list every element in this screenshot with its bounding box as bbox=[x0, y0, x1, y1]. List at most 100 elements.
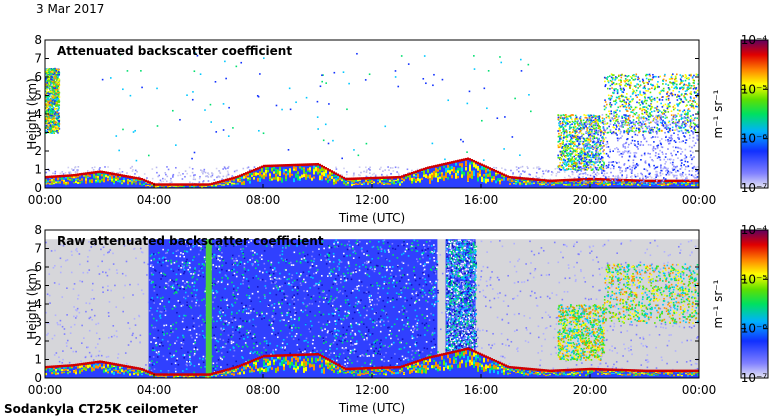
bl-top-edge bbox=[231, 177, 233, 180]
bl-top-edge bbox=[345, 177, 347, 181]
speckle bbox=[566, 149, 569, 152]
speckle bbox=[561, 142, 563, 145]
speckle bbox=[170, 177, 172, 180]
bl-top-edge bbox=[351, 177, 353, 181]
speckle bbox=[575, 128, 578, 130]
bl-column bbox=[109, 173, 111, 188]
speckle bbox=[55, 99, 58, 101]
speckle bbox=[539, 167, 542, 170]
speckle bbox=[562, 161, 564, 164]
speckle bbox=[169, 179, 172, 182]
speckle bbox=[614, 111, 617, 114]
speckle bbox=[579, 153, 581, 156]
speckle bbox=[606, 127, 609, 130]
speckle bbox=[697, 74, 699, 76]
speckle bbox=[667, 95, 669, 98]
speckle bbox=[563, 176, 566, 179]
bl-cell bbox=[457, 175, 459, 179]
bl-column bbox=[65, 175, 67, 188]
speckle bbox=[603, 105, 606, 108]
speckle bbox=[587, 114, 590, 117]
speckle bbox=[580, 123, 583, 126]
bl-top-edge bbox=[337, 173, 339, 177]
bl-cell bbox=[333, 175, 335, 178]
speckle bbox=[661, 129, 663, 132]
speckle bbox=[595, 155, 597, 157]
bl-cell bbox=[347, 182, 349, 184]
speckle bbox=[388, 169, 390, 171]
speckle bbox=[651, 87, 653, 90]
speckle bbox=[677, 95, 680, 97]
bl-cell bbox=[659, 183, 661, 185]
speckle bbox=[588, 135, 590, 138]
speckle bbox=[652, 128, 654, 131]
speckle bbox=[54, 102, 56, 104]
speckle bbox=[74, 171, 77, 173]
speckle bbox=[64, 172, 67, 174]
bl-top-edge bbox=[143, 178, 145, 182]
speckle bbox=[603, 76, 606, 79]
speckle bbox=[566, 147, 569, 149]
speckle bbox=[231, 175, 234, 177]
speckle bbox=[656, 96, 659, 99]
bl-column bbox=[271, 165, 273, 188]
bl-top-edge bbox=[365, 177, 367, 180]
speckle bbox=[672, 81, 675, 84]
bl-cell bbox=[351, 183, 353, 187]
speckle bbox=[53, 79, 56, 82]
speckle bbox=[692, 78, 695, 81]
bl-column bbox=[507, 176, 509, 188]
bl-column bbox=[387, 177, 389, 188]
bl-cell bbox=[689, 182, 691, 184]
speckle bbox=[605, 106, 607, 109]
bl-cell bbox=[451, 169, 453, 172]
speckle bbox=[675, 86, 678, 88]
bl-cell bbox=[359, 181, 361, 184]
speckle bbox=[189, 175, 192, 177]
speckle bbox=[579, 124, 581, 127]
speckle bbox=[172, 176, 174, 178]
bl-column bbox=[535, 179, 537, 188]
speckle bbox=[49, 124, 52, 126]
speckle bbox=[625, 103, 627, 105]
speckle bbox=[392, 170, 395, 172]
speckle bbox=[660, 118, 662, 121]
speckle bbox=[626, 98, 628, 100]
bl-cell bbox=[515, 181, 517, 183]
speckle bbox=[564, 159, 567, 162]
bl-cell bbox=[111, 178, 113, 181]
speckle bbox=[76, 169, 79, 171]
speckle bbox=[690, 74, 692, 77]
bl-cell bbox=[69, 176, 71, 179]
speckle bbox=[576, 154, 578, 157]
speckle bbox=[597, 173, 600, 175]
speckle bbox=[582, 123, 584, 126]
speckle bbox=[611, 81, 614, 84]
speckle bbox=[563, 158, 565, 161]
bl-top-edge bbox=[105, 171, 107, 174]
speckle bbox=[56, 102, 58, 104]
speckle bbox=[49, 104, 52, 106]
bl-cell bbox=[399, 181, 401, 185]
bl-cell bbox=[57, 177, 59, 181]
speckle bbox=[565, 143, 567, 146]
speckle bbox=[632, 108, 635, 111]
bl-cell bbox=[415, 179, 417, 183]
speckle bbox=[573, 161, 576, 163]
bl-cell bbox=[47, 180, 49, 183]
bl-top-edge bbox=[141, 178, 143, 181]
speckle bbox=[692, 114, 694, 116]
speckle bbox=[676, 96, 678, 98]
speckle bbox=[668, 88, 671, 91]
bl-top-edge bbox=[327, 168, 329, 171]
speckle bbox=[512, 173, 514, 176]
bl-top-edge bbox=[451, 161, 453, 164]
speckle bbox=[599, 144, 602, 147]
speckle bbox=[160, 181, 163, 183]
speckle bbox=[48, 101, 51, 104]
speckle bbox=[561, 164, 563, 167]
speckle bbox=[621, 115, 623, 118]
speckle bbox=[589, 161, 591, 164]
bl-cell bbox=[123, 178, 125, 182]
bl-cell bbox=[439, 176, 441, 179]
